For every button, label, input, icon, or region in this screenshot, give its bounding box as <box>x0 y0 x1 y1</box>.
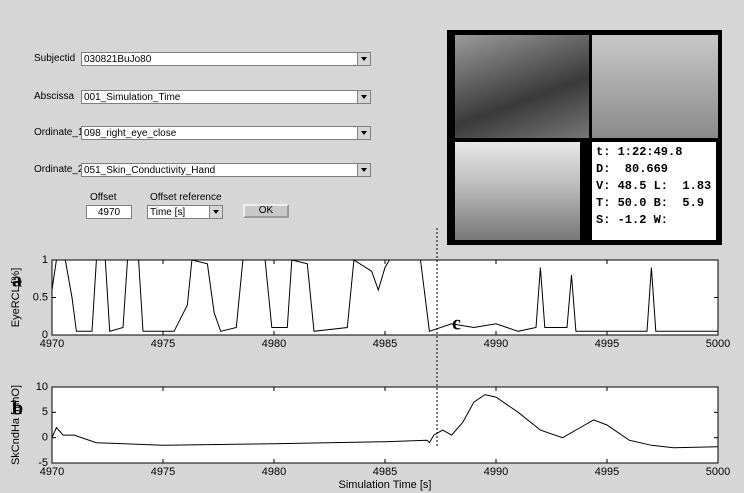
x-tick-label: 4985 <box>373 466 397 478</box>
field-label: Ordinate_2 <box>34 164 83 175</box>
dropdown[interactable]: 098_right_eye_close <box>81 126 371 140</box>
y-tick-label: 10 <box>36 381 48 393</box>
y-tick-label: 5 <box>42 406 48 418</box>
y-tick-label: -5 <box>38 457 48 469</box>
field-label: Abscissa <box>34 91 74 102</box>
x-tick-label: 4995 <box>595 466 619 478</box>
x-tick-label: 4980 <box>262 338 286 350</box>
panel-label: a <box>12 270 22 292</box>
readout-line: T: 50.0 B: 5.9 <box>596 195 716 212</box>
dropdown[interactable]: 001_Simulation_Time <box>81 90 371 104</box>
x-tick-label: 4985 <box>373 338 397 350</box>
y-tick-label: 0 <box>42 432 48 444</box>
offset-reference-label: Offset reference <box>150 192 222 203</box>
readout-line: t: 1:22:49.8 <box>596 144 716 161</box>
field-label: Ordinate_1 <box>34 127 83 138</box>
field-label: Subjectid <box>34 53 75 64</box>
x-tick-label: 5000 <box>706 466 730 478</box>
road-video <box>455 142 580 240</box>
offset-input[interactable]: 4970 <box>86 205 132 219</box>
ok-button[interactable]: OK <box>243 204 289 218</box>
readout-line: V: 48.5 L: 1.83 <box>596 178 716 195</box>
x-tick-label: 4990 <box>484 338 508 350</box>
dropdown[interactable]: 030821BuJo80 <box>81 52 371 66</box>
readout-line: S: -1.2 W: <box>596 212 716 229</box>
panel-label: b <box>12 398 23 420</box>
x-tick-label: 4995 <box>595 338 619 350</box>
y-tick-label: 0 <box>42 329 48 341</box>
x-tick-label: 4975 <box>151 338 175 350</box>
x-axis-label: Simulation Time [s] <box>339 479 432 491</box>
offset-reference-dropdown[interactable]: Time [s] <box>147 205 223 219</box>
x-tick-label: 4975 <box>151 466 175 478</box>
x-tick-label: 5000 <box>706 338 730 350</box>
y-tick-label: 1 <box>42 254 48 266</box>
page: 497049754980498549904995500000.51EyeRCL … <box>0 0 744 493</box>
dropdown[interactable]: 051_Skin_Conductivity_Hand <box>81 163 371 177</box>
offset-label: Offset <box>90 192 117 203</box>
y-tick-label: 0.5 <box>33 291 48 303</box>
x-tick-label: 4980 <box>262 466 286 478</box>
plot-area <box>52 260 718 335</box>
driver-video <box>455 35 589 138</box>
face-tracker-video <box>592 35 718 138</box>
x-tick-label: 4990 <box>484 466 508 478</box>
panel-label: c <box>452 313 461 335</box>
plot-area <box>52 387 718 463</box>
readout-line: D: 80.669 <box>596 161 716 178</box>
